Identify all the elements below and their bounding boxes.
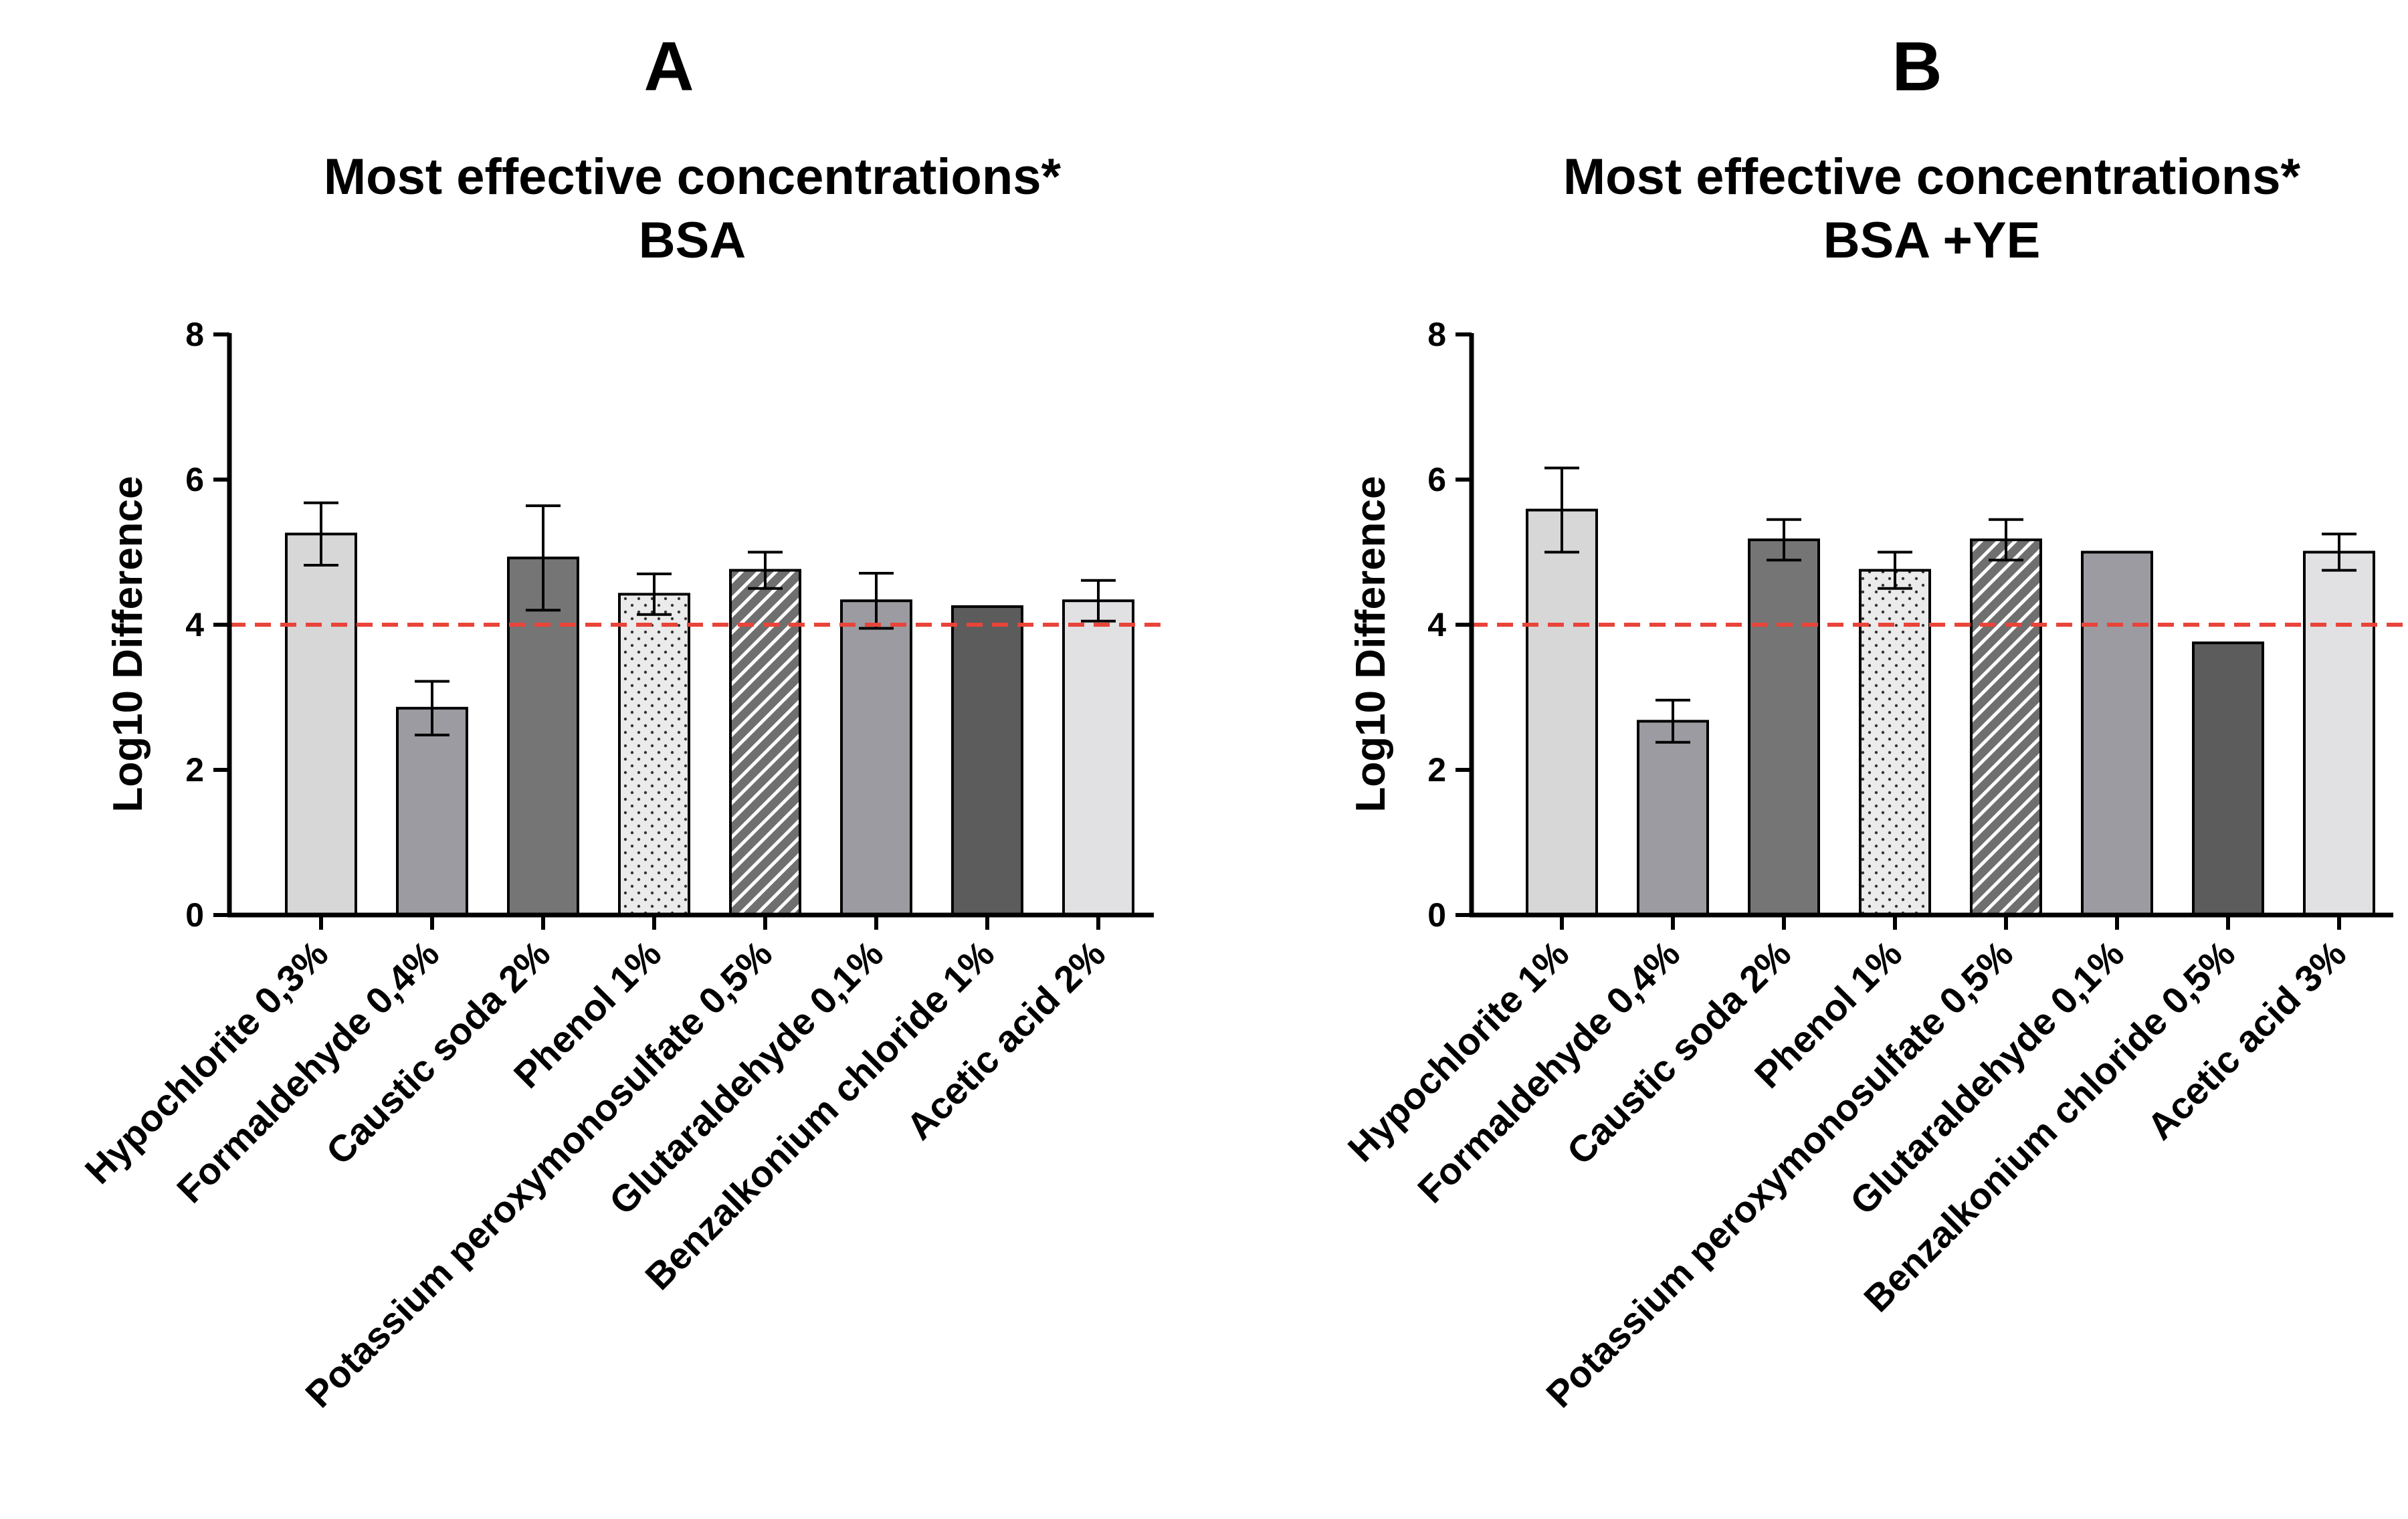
panel-a-error-bar-2 — [415, 680, 449, 736]
panel-b-error-bar-3 — [1767, 518, 1801, 562]
panel-b-bar-7 — [2192, 641, 2264, 916]
panel-b-letter: B — [1892, 28, 1942, 106]
panel-b-error-bar-2 — [1656, 698, 1690, 744]
panel-b-y-tick-label-2: 4 — [1427, 606, 1446, 643]
panel-b-bar-3 — [1748, 538, 1820, 916]
panel-a-y-axis-label: Log10 Difference — [105, 476, 151, 812]
panel-a-subtitle: BSA — [639, 212, 746, 269]
panel-a-y-tick-label-0: 0 — [185, 896, 204, 934]
panel-a-error-bar-6 — [859, 572, 894, 630]
panel-b-error-bar-4 — [1878, 550, 1912, 590]
panel-b-bar-4 — [1859, 569, 1931, 916]
panel-a-letter: A — [643, 28, 694, 106]
panel-b-bar-1 — [1526, 508, 1598, 916]
panel-b-y-tick-label-4: 8 — [1427, 316, 1446, 353]
panel-b: B Most effective concentrations* BSA +YE… — [1340, 28, 2403, 1415]
panel-a-error-bar-4 — [637, 573, 672, 616]
panel-a-y-tick-label-4: 8 — [185, 316, 204, 353]
panel-b-plot: Hypochlorite 1%Formaldehyde 0,4%Caustic … — [1340, 316, 2403, 1415]
panel-a-bar-1 — [285, 532, 357, 916]
panel-b-bar-5 — [1970, 538, 2042, 916]
panel-a-error-bar-1 — [304, 501, 338, 567]
panel-b-y-tick-label-1: 2 — [1427, 751, 1446, 789]
panel-a-bar-8 — [1062, 599, 1134, 916]
panel-a-error-bar-8 — [1081, 579, 1116, 623]
panel-b-y-tick-label-0: 0 — [1427, 896, 1446, 934]
panel-a-y-tick-label-1: 2 — [185, 751, 204, 789]
panel-b-bar-8 — [2303, 550, 2375, 916]
panel-a-bar-2 — [396, 706, 468, 917]
panel-a-y-tick-label-2: 4 — [185, 606, 204, 643]
panel-a-plot: Hypochlorite 0,3%Formaldehyde 0,4%Causti… — [77, 316, 1163, 1415]
panel-b-y-axis-label: Log10 Difference — [1348, 476, 1394, 812]
panel-a-error-bar-3 — [526, 504, 561, 612]
panel-b-bar-6 — [2081, 550, 2153, 916]
panel-a-error-bar-5 — [748, 550, 783, 590]
panel-a-title: Most effective concentrations* — [324, 148, 1062, 205]
panel-a-bar-4 — [618, 593, 690, 917]
panel-b-error-bar-5 — [1989, 518, 2023, 562]
panel-b-bar-2 — [1637, 720, 1709, 917]
panel-a-category-label-8: Acetic acid 2% — [898, 932, 1114, 1148]
panel-a-bar-5 — [729, 569, 801, 916]
panel-b-error-bar-1 — [1544, 466, 1579, 554]
panel-b-title: Most effective concentrations* — [1563, 148, 2301, 205]
panel-a-bar-6 — [840, 599, 912, 916]
panel-b-y-tick-label-3: 6 — [1427, 461, 1446, 498]
panel-a-y-tick-label-3: 6 — [185, 461, 204, 498]
panel-b-subtitle: BSA +YE — [1823, 212, 2041, 269]
panel-a: A Most effective concentrations* BSA Log… — [77, 28, 1163, 1415]
panel-a-bar-7 — [951, 605, 1023, 917]
panel-b-error-bar-8 — [2322, 532, 2356, 572]
panel-b-category-label-8: Acetic acid 3% — [2139, 932, 2354, 1148]
